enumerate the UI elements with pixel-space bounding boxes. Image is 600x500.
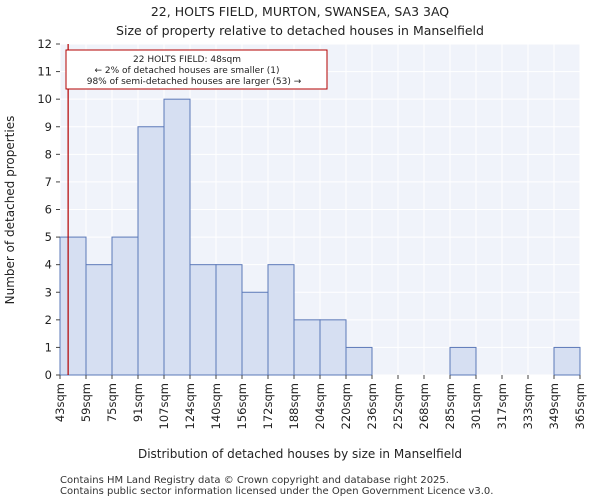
y-tick-label: 7 <box>45 175 52 189</box>
x-tick-label: 317sqm <box>495 383 509 429</box>
histogram-bar <box>345 346 373 376</box>
x-tick-label: 156sqm <box>235 383 249 429</box>
y-tick-label: 4 <box>45 258 52 272</box>
x-tick-label: 43sqm <box>53 383 67 422</box>
y-tick-label: 9 <box>45 120 52 134</box>
y-tick-label: 2 <box>45 313 52 327</box>
x-tick-label: 91sqm <box>131 383 145 422</box>
x-tick-label: 172sqm <box>261 383 275 429</box>
y-tick-label: 12 <box>37 37 52 51</box>
x-tick-label: 124sqm <box>183 383 197 429</box>
histogram-bar <box>553 346 581 376</box>
y-tick-label: 8 <box>45 147 52 161</box>
annotation-line-2: ← 2% of detached houses are smaller (1) <box>94 66 279 76</box>
x-tick-label: 188sqm <box>287 383 301 429</box>
x-axis-label: Distribution of detached houses by size … <box>138 447 462 461</box>
footer-line-1: Contains HM Land Registry data © Crown c… <box>60 475 449 486</box>
x-tick-label: 252sqm <box>391 383 405 429</box>
y-tick-label: 11 <box>37 65 52 79</box>
histogram-bar <box>85 264 113 376</box>
histogram-bar <box>267 264 295 376</box>
x-tick-label: 285sqm <box>443 383 457 429</box>
bars <box>59 98 581 376</box>
annotation-box: 22 HOLTS FIELD: 48sqm ← 2% of detached h… <box>65 49 328 90</box>
y-tick-label: 5 <box>45 230 52 244</box>
chart-title: 22, HOLTS FIELD, MURTON, SWANSEA, SA3 3A… <box>151 4 449 19</box>
x-tick-label: 59sqm <box>79 383 93 422</box>
annotation-line-3: 98% of semi-detached houses are larger (… <box>87 77 302 87</box>
x-tick-label: 236sqm <box>365 383 379 429</box>
x-tick-label: 107sqm <box>157 383 171 429</box>
x-tick-label: 204sqm <box>313 383 327 429</box>
x-tick-label: 140sqm <box>209 383 223 429</box>
histogram-bar <box>319 319 347 376</box>
x-tick-label: 349sqm <box>547 383 561 429</box>
y-tick-label: 1 <box>45 340 52 354</box>
x-tick-label: 220sqm <box>339 383 353 429</box>
y-tick-label: 10 <box>37 92 52 106</box>
histogram-bar <box>189 264 217 376</box>
y-axis-label: Number of detached properties <box>3 116 17 305</box>
x-tick-label: 268sqm <box>417 383 431 429</box>
y-tick-label: 3 <box>45 285 52 299</box>
x-tick-label: 301sqm <box>469 383 483 429</box>
x-tick-label: 365sqm <box>573 383 587 429</box>
footer-line-2: Contains public sector information licen… <box>60 486 493 497</box>
histogram-bar <box>293 319 321 376</box>
histogram-bar <box>137 126 165 376</box>
annotation-line-1: 22 HOLTS FIELD: 48sqm <box>133 55 241 65</box>
x-tick-label: 333sqm <box>521 383 535 429</box>
histogram-bar <box>163 98 191 376</box>
chart-subtitle: Size of property relative to detached ho… <box>116 23 484 38</box>
y-tick-label: 6 <box>45 203 52 217</box>
histogram-bar <box>449 346 477 376</box>
histogram-bar <box>241 291 269 376</box>
histogram-bar <box>215 264 243 376</box>
y-tick-label: 0 <box>45 368 52 382</box>
x-tick-label: 75sqm <box>105 383 119 422</box>
histogram-bar <box>111 236 139 376</box>
histogram-bar <box>59 236 87 376</box>
x-ticks: 43sqm 59sqm 75sqm 91sqm 107sqm 124sqm 140sqm 15… <box>53 375 587 429</box>
